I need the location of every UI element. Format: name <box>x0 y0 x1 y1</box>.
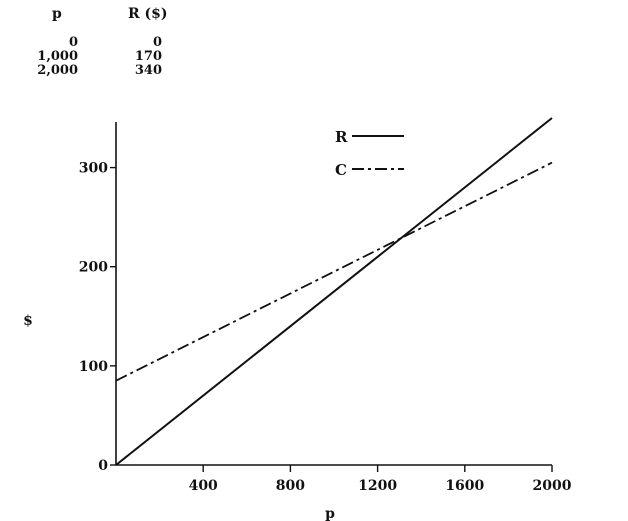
y-tick-label-300: 300 <box>79 161 108 177</box>
x-tick-label-800: 800 <box>276 478 305 494</box>
axes <box>115 122 552 466</box>
table-header-r: R ($) <box>128 6 168 22</box>
table-cell-p-1: 1,000 <box>37 49 78 64</box>
x-tick-label-1600: 1600 <box>445 478 484 494</box>
x-tick-label-2000: 2000 <box>533 478 572 494</box>
table-cell-p-0: 0 <box>68 35 78 50</box>
table-cell-r-0: 0 <box>152 35 162 50</box>
x-axis-label: p <box>325 506 335 521</box>
legend: RC <box>335 128 404 179</box>
series-line-r <box>115 117 553 466</box>
legend-label-r: R <box>335 128 348 146</box>
x-tick-label-400: 400 <box>189 478 218 494</box>
table-cell-p-2: 2,000 <box>37 63 78 78</box>
y-axis-label: $ <box>23 313 33 329</box>
table-header-p: p <box>52 6 62 22</box>
y-tick-label-200: 200 <box>79 260 108 276</box>
series-line-c <box>115 161 553 382</box>
y-tick-label-100: 100 <box>79 359 108 375</box>
y-tick-label-0: 0 <box>98 458 108 474</box>
table-cell-r-2: 340 <box>134 63 162 78</box>
legend-label-c: C <box>335 161 347 179</box>
x-tick-label-1200: 1200 <box>358 478 397 494</box>
table-cell-r-1: 170 <box>134 49 162 64</box>
ticks: 400 800 1200 1600 2000 0 100 200 300 <box>79 161 572 494</box>
series-lines <box>115 117 553 466</box>
